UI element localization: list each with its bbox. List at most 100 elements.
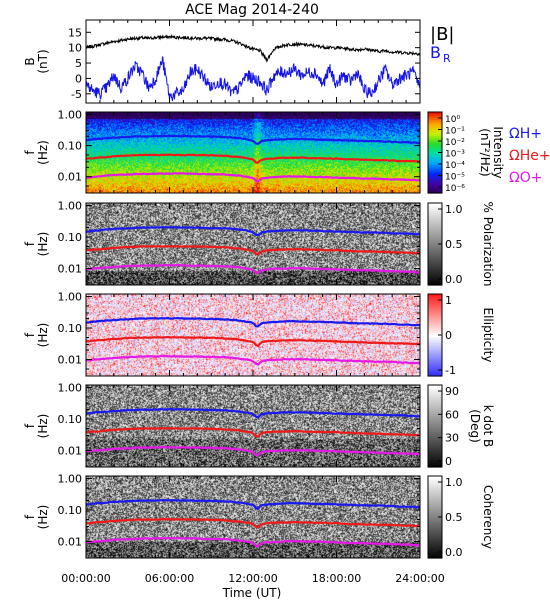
colorbar-swatch [428,215,442,218]
colorbar-swatch [428,417,442,421]
colorbar-swatch [428,432,442,435]
colorbar-swatch [428,223,442,227]
colorbar-swatch [428,529,442,532]
colorbar-swatch [428,442,442,446]
y-tick-label: 0.10 [58,231,83,244]
colorbar-swatch [428,162,442,166]
colorbar-swatch [428,337,442,340]
colorbar-swatch [428,401,442,405]
colorbar-swatch [428,476,442,479]
y-axis-label: f [23,423,37,428]
colorbar-swatch [428,365,442,369]
gyrofreq-line-hplus [85,407,421,419]
x-tick-label: 18:00:00 [312,572,361,585]
colorbar: 1.0 0.5 0.0 Coherency [427,475,495,559]
colorbar-swatch [428,405,442,409]
panel-2: 1.00 0.10 0.01 10⁰ 10⁻¹10⁻² 10⁻³10⁻⁴ 10⁻⁵10⁻⁶ I… [23,108,550,194]
colorbar-swatch [428,134,442,137]
legend-br-subscript: R [443,52,451,65]
colorbar-swatch [428,541,442,545]
spectrogram-image [86,294,420,376]
y-axis-label-units: (Hz) [36,232,50,257]
colorbar-swatch [428,170,442,174]
colorbar-title: k dot B [481,405,495,447]
colorbar-swatch [428,436,442,439]
y-tick-label: 5 [75,57,82,70]
colorbar-swatch [428,537,442,541]
y-axis-label-units: (Hz) [36,414,50,439]
gyrofreq-line-oplus [86,536,421,548]
colorbar-swatch [428,545,442,549]
colorbar-swatch [428,312,442,316]
colorbar-swatch [428,549,442,553]
colorbar-tick-label: 10⁰ [445,115,460,125]
x-tick-label: 06:00:00 [145,572,194,585]
colorbar-swatch [428,300,442,303]
colorbar-swatch [428,488,442,491]
y-axis-label: f [23,241,37,246]
colorbar-swatch [428,389,442,392]
colorbar-tick-label: 0.5 [445,511,463,524]
colorbar-swatch [428,539,442,543]
colorbar-swatch [428,357,442,361]
colorbar-swatch [428,341,442,344]
colorbar-swatch [428,128,442,131]
colorbar-swatch [428,248,442,251]
legend-br: B [430,43,441,62]
colorbar-swatch [428,298,442,301]
colorbar-swatch [428,448,442,452]
colorbar-swatch [428,543,442,547]
colorbar-swatch [428,304,442,307]
panel-4: 1.00 0.10 0.01 1 0 -1 Ellipticity f (Hz) [23,290,495,377]
colorbar-swatch [428,252,442,255]
colorbar-swatch [428,258,442,261]
colorbar-swatch [428,444,442,448]
colorbar-tick-label: 10⁻⁴ [445,161,465,171]
colorbar-swatch [428,393,442,396]
colorbar-swatch [428,310,442,314]
colorbar-swatch [428,399,442,402]
y-tick-label: 0.10 [58,504,83,517]
y-axis-label-units: (nT) [36,49,50,73]
colorbar-swatch [428,270,442,274]
colorbar-swatch [428,496,442,500]
y-tick-label: 15 [68,26,82,39]
y-axis-label-units: (Hz) [36,323,50,348]
colorbar-swatch [428,188,442,192]
panel-6: 1.00 0.10 0.01 1.0 0.5 0.0 Coherency f (Hz) [23,472,495,559]
colorbar-swatch [428,535,442,539]
colorbar-swatch [428,268,442,272]
colorbar-swatch [428,361,442,365]
colorbar-swatch [428,225,442,229]
y-axis-label-units: (Hz) [36,140,50,165]
colorbar-tick-label: 10⁻¹ [445,127,465,137]
colorbar-swatch [428,450,442,454]
colorbar-swatch [428,407,442,411]
colorbar-swatch [428,122,442,125]
colorbar-swatch [428,460,442,464]
colorbar-swatch [428,359,442,363]
spectrogram-image [86,385,420,467]
gyrofreq-line-heplus [85,426,421,438]
y-tick-label: -5 [71,88,82,101]
colorbar-swatch [428,456,442,460]
colorbar-swatch [428,519,442,522]
colorbar-swatch [428,332,442,336]
colorbar-swatch [428,211,442,214]
colorbar-title: % Polarization [481,202,495,287]
colorbar-swatch [428,302,442,305]
colorbar-swatch [428,419,442,423]
colorbar-swatch [428,203,442,206]
legend-gyrofreq: ΩHe+ [509,148,550,164]
gyrofreq-line-hplus [85,498,421,511]
colorbar-title-units: (nT²/Hz) [478,128,492,176]
y-tick-label: 1.00 [58,381,83,394]
colorbar-swatch [428,246,442,249]
legend-gyrofreq: ΩO+ [509,170,542,186]
colorbar-title: Intensity [491,126,505,178]
colorbar-swatch [428,504,442,508]
colorbar-swatch [428,164,442,168]
colorbar-swatch [428,349,442,352]
colorbar-swatch [428,480,442,483]
colorbar-swatch [428,229,442,233]
